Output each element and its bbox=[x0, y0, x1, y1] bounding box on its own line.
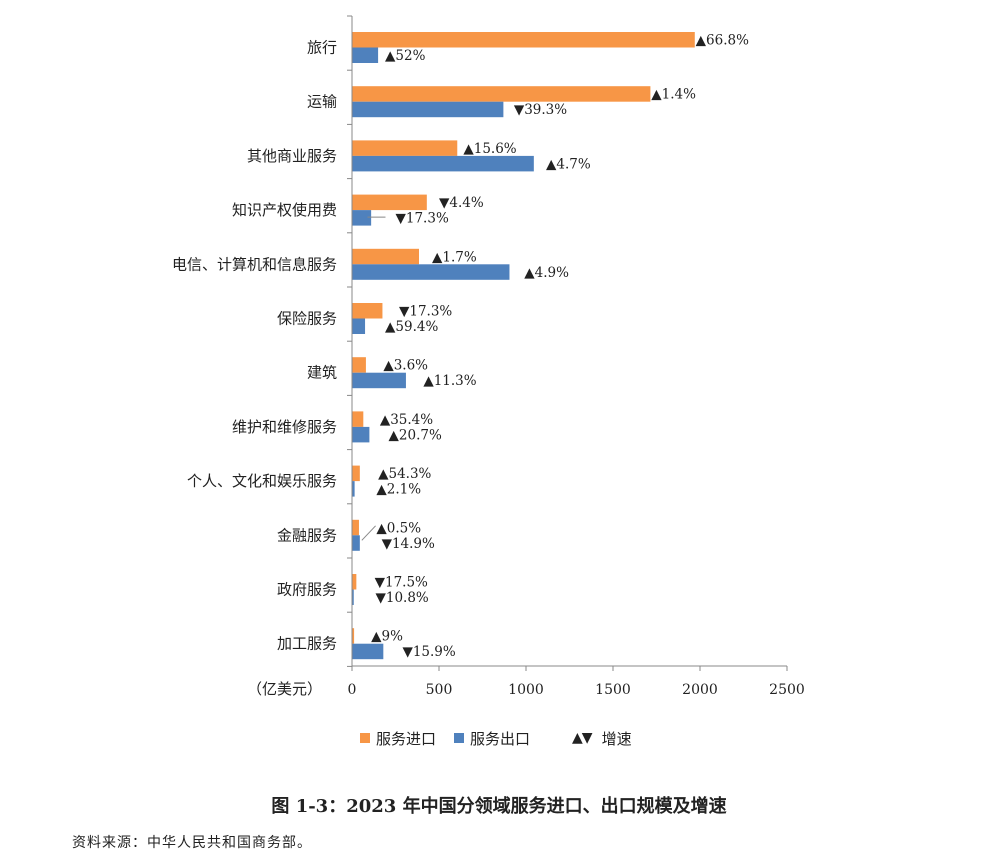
import-growth-label: ▲3.6% bbox=[383, 358, 428, 374]
legend-label-growth: 增速 bbox=[601, 729, 632, 748]
export-bar bbox=[352, 535, 360, 551]
export-growth-label: ▲2.1% bbox=[376, 482, 421, 498]
export-growth-label: ▲52% bbox=[385, 48, 426, 64]
import-growth-label: ▼4.4% bbox=[439, 195, 484, 211]
x-tick-label: 2000 bbox=[682, 682, 718, 698]
import-growth-label: ▲15.6% bbox=[463, 141, 516, 157]
legend-item-growth: ▲▼ 增速 bbox=[572, 728, 632, 749]
legend-item-import: 服务进口 bbox=[360, 728, 436, 749]
category-label: 建筑 bbox=[307, 364, 337, 382]
category-label: 保险服务 bbox=[277, 310, 337, 328]
export-growth-label: ▲11.3% bbox=[423, 373, 476, 389]
legend: 服务进口 服务出口 ▲▼ 增速 bbox=[360, 725, 700, 751]
growth-triangle-icon: ▲▼ bbox=[572, 730, 593, 746]
category-label: 政府服务 bbox=[277, 581, 337, 599]
import-growth-label: ▲35.4% bbox=[380, 412, 433, 428]
import-bar bbox=[352, 140, 458, 156]
legend-label-import: 服务进口 bbox=[376, 729, 437, 748]
import-growth-label: ▲54.3% bbox=[378, 466, 431, 482]
import-growth-label: ▲9% bbox=[371, 629, 403, 645]
import-growth-label: ▲66.8% bbox=[696, 33, 749, 49]
export-bar bbox=[352, 426, 370, 443]
category-label: 个人、文化和娱乐服务 bbox=[187, 472, 337, 490]
figure-caption: 图 1-3：2023 年中国分领域服务进口、出口规模及增速 bbox=[271, 796, 727, 817]
import-bar bbox=[352, 194, 427, 211]
source-note: 资料来源：中华人民共和国商务部。 bbox=[72, 835, 312, 851]
category-label: 金融服务 bbox=[277, 526, 337, 544]
export-growth-label: ▲4.9% bbox=[524, 265, 569, 281]
export-growth-label: ▲59.4% bbox=[385, 319, 438, 335]
import-bar bbox=[352, 86, 651, 102]
import-bar bbox=[352, 357, 366, 373]
bar-chart: 0 500 1000 1500 2000 2500 （亿美元） 旅行 ▲66.8% ▲52% 运输… bbox=[172, 15, 805, 698]
export-growth-label: ▼17.3% bbox=[396, 211, 449, 227]
export-bar bbox=[352, 643, 384, 660]
leader-line bbox=[361, 525, 376, 541]
export-growth-label: ▼10.8% bbox=[375, 590, 428, 606]
legend-label-export: 服务出口 bbox=[470, 729, 531, 748]
x-tick-label: 500 bbox=[426, 682, 453, 698]
import-growth-label: ▼17.3% bbox=[399, 304, 452, 320]
export-bar bbox=[352, 318, 366, 334]
import-bar bbox=[352, 519, 359, 536]
export-bar bbox=[352, 47, 379, 63]
export-growth-label: ▼14.9% bbox=[382, 536, 435, 552]
legend-swatch-export bbox=[454, 733, 465, 743]
category-label: 运输 bbox=[307, 93, 337, 111]
import-growth-label: ▼17.5% bbox=[375, 575, 428, 591]
export-bar bbox=[352, 264, 510, 280]
export-growth-label: ▲20.7% bbox=[389, 427, 442, 443]
export-growth-label: ▼15.9% bbox=[402, 644, 455, 660]
export-bar bbox=[352, 155, 534, 172]
category-label: 旅行 bbox=[307, 39, 337, 57]
export-bar bbox=[352, 372, 406, 389]
x-tick-label: 1000 bbox=[508, 682, 544, 698]
x-tick-label: 0 bbox=[348, 682, 357, 698]
import-growth-label: ▲1.7% bbox=[432, 249, 477, 265]
export-bar bbox=[352, 481, 355, 497]
unit-label: （亿美元） bbox=[247, 680, 322, 698]
import-bar bbox=[352, 411, 364, 427]
import-bar bbox=[352, 248, 419, 265]
import-bar bbox=[352, 465, 360, 482]
import-bar bbox=[352, 574, 357, 590]
export-bar bbox=[352, 589, 354, 605]
export-growth-label: ▼39.3% bbox=[514, 102, 567, 118]
export-bar bbox=[352, 101, 504, 118]
export-bar bbox=[352, 210, 372, 226]
import-growth-label: ▲1.4% bbox=[651, 87, 696, 103]
x-tick-label: 1500 bbox=[595, 682, 631, 698]
import-bar bbox=[352, 628, 355, 644]
import-bar bbox=[352, 32, 695, 48]
import-growth-label: ▲0.5% bbox=[376, 520, 421, 536]
legend-swatch-import bbox=[360, 733, 370, 743]
legend-item-export: 服务出口 bbox=[454, 728, 530, 749]
import-bar bbox=[352, 303, 383, 319]
category-label: 维护和维修服务 bbox=[232, 418, 337, 436]
category-label: 其他商业服务 bbox=[247, 147, 337, 165]
x-tick-label: 2500 bbox=[769, 682, 805, 698]
category-label: 知识产权使用费 bbox=[232, 201, 337, 219]
category-label: 加工服务 bbox=[277, 635, 337, 653]
export-growth-label: ▲4.7% bbox=[546, 156, 591, 172]
category-label: 电信、计算机和信息服务 bbox=[172, 255, 337, 273]
